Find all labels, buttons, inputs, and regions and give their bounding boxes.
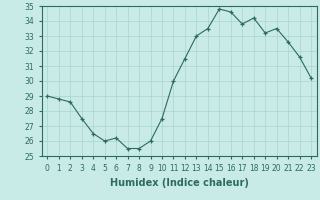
X-axis label: Humidex (Indice chaleur): Humidex (Indice chaleur) <box>110 178 249 188</box>
